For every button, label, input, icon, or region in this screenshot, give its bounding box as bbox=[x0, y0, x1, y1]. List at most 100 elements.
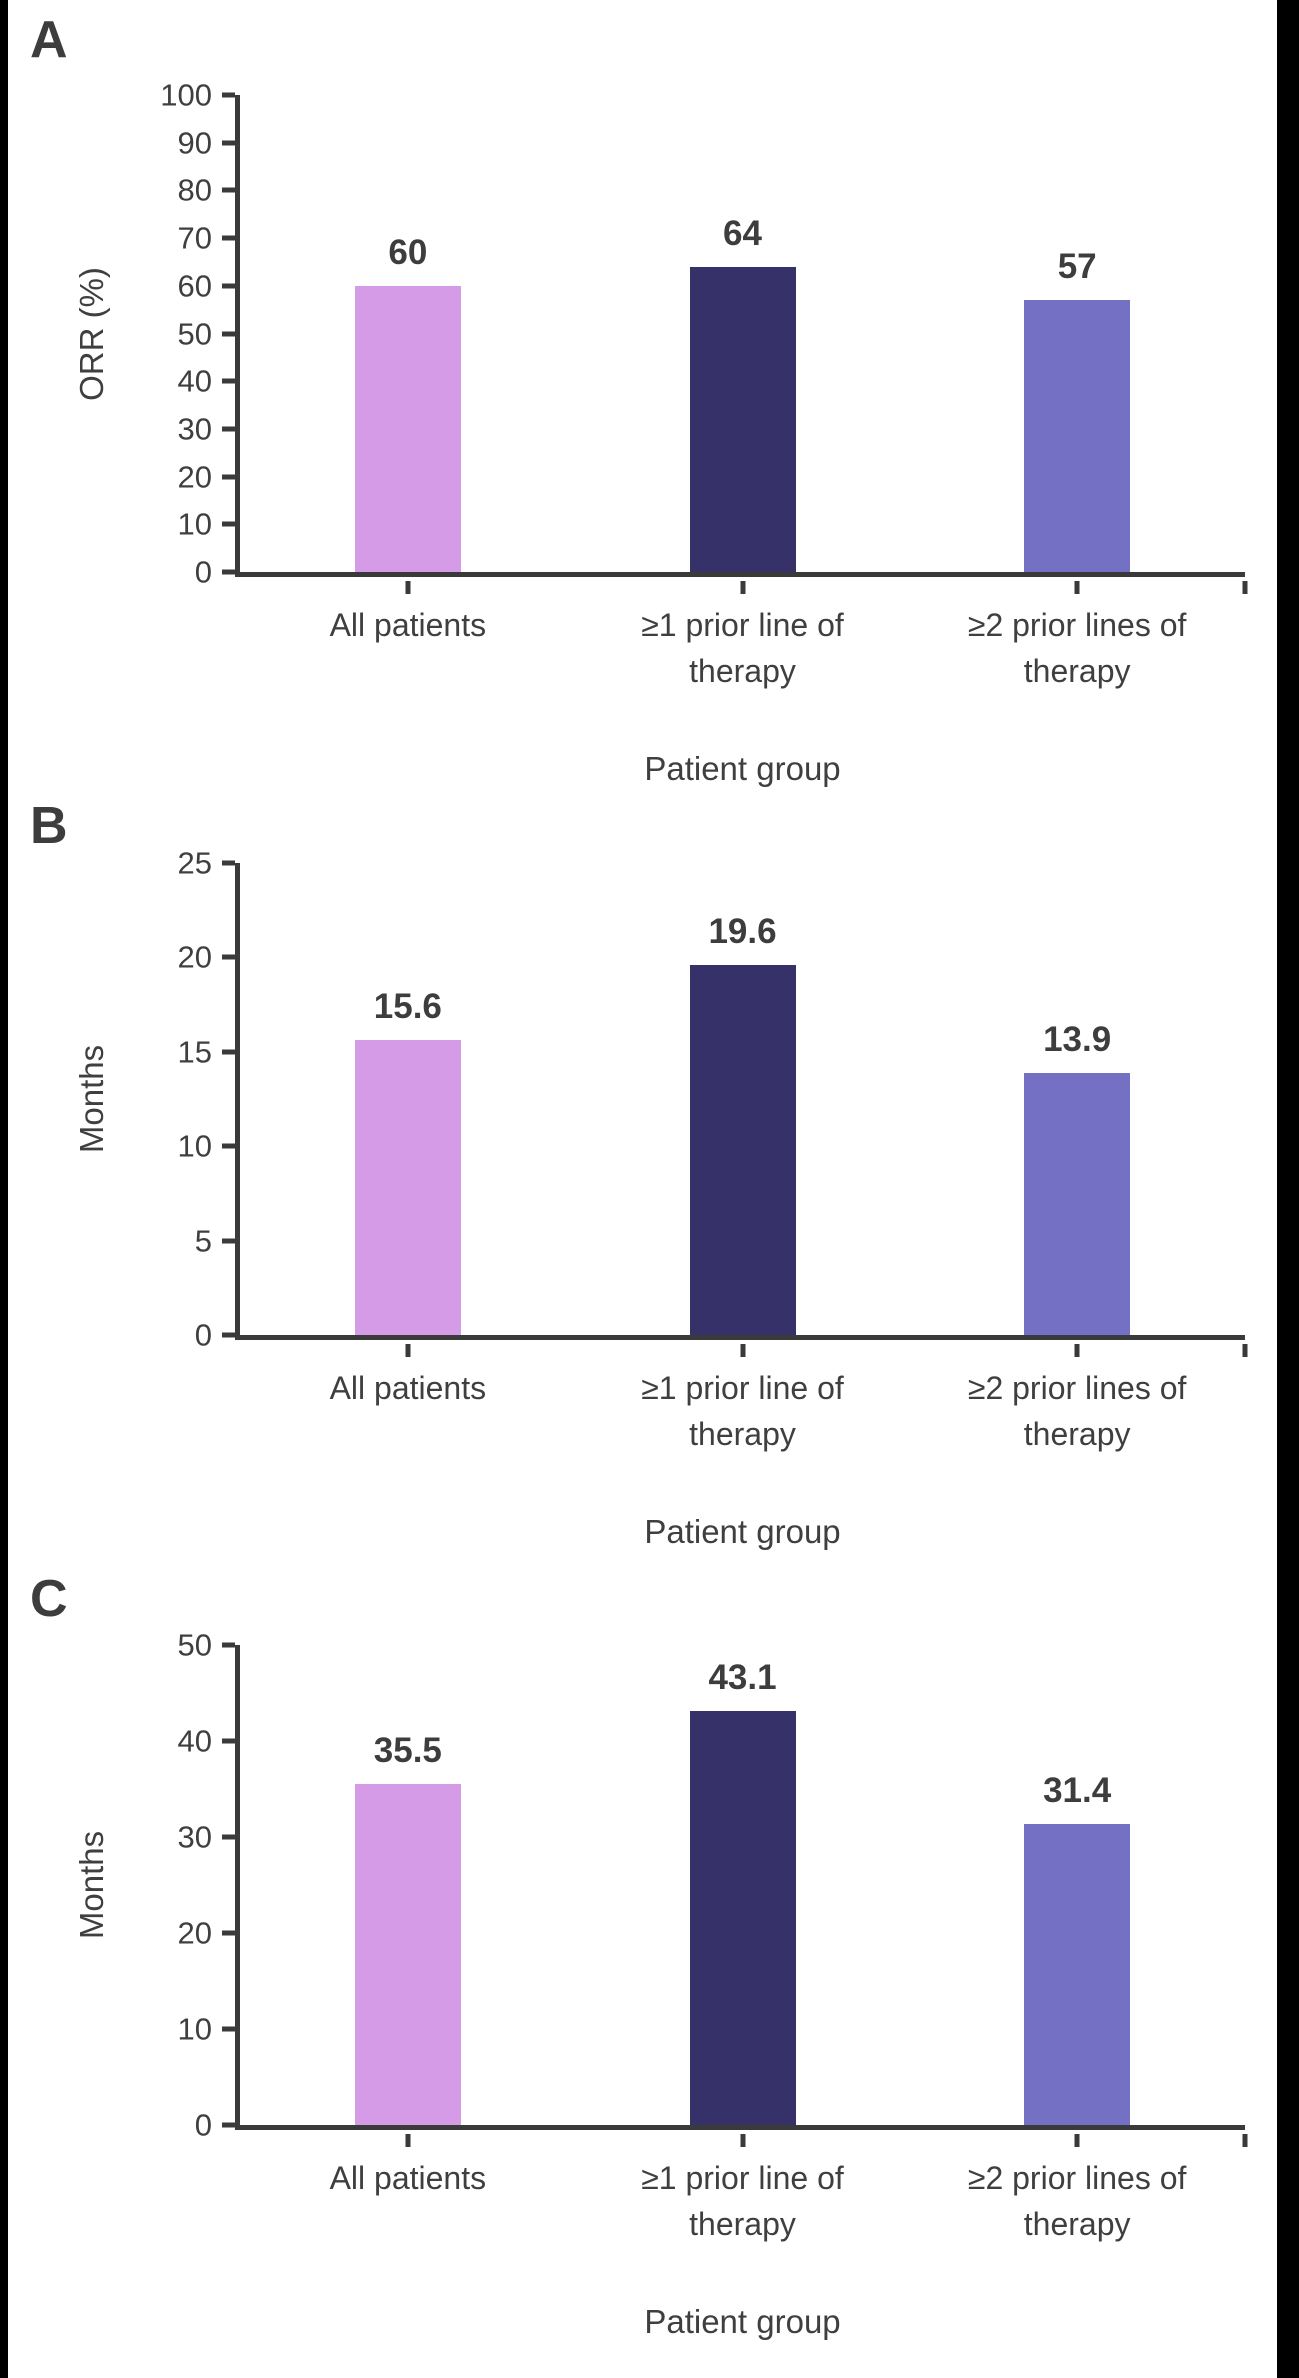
x-category-label: ≥2 prior lines of therapy bbox=[967, 1370, 1187, 1453]
y-tick-label: 20 bbox=[177, 939, 212, 975]
y-tick-label: 40 bbox=[177, 1723, 212, 1759]
y-tick-mark bbox=[222, 860, 235, 866]
y-tick-label: 0 bbox=[194, 554, 212, 590]
y-tick-mark bbox=[222, 2122, 235, 2128]
left-black-border bbox=[0, 0, 8, 2378]
x-category-label: ≥1 prior line of therapy bbox=[641, 607, 844, 690]
y-tick-mark bbox=[222, 92, 235, 98]
bar-value-label: 64 bbox=[723, 213, 762, 253]
x-axis-line bbox=[235, 572, 1245, 577]
panel-A-orr-chart: A ORR (%) 0 10 20 30 40 50 60 70 80 90 100 60 64 57 … bbox=[0, 0, 1299, 787]
y-tick-label: 100 bbox=[160, 77, 212, 113]
x-category-label: All patients bbox=[329, 1370, 487, 1406]
y-tick-mark bbox=[222, 1049, 235, 1055]
y-tick-label: 10 bbox=[177, 1128, 212, 1164]
bar bbox=[354, 1040, 461, 1335]
y-tick-mark bbox=[222, 235, 235, 241]
y-tick-mark bbox=[222, 140, 235, 146]
y-tick-label: 0 bbox=[194, 1317, 212, 1353]
y-tick-mark bbox=[222, 1738, 235, 1744]
bar-value-label: 57 bbox=[1057, 247, 1097, 287]
panel-letter: C bbox=[30, 1570, 68, 1628]
x-category-label: ≥1 prior line of therapy bbox=[641, 2160, 844, 2243]
bar bbox=[689, 964, 796, 1335]
y-tick-label: 70 bbox=[177, 220, 212, 256]
panel-B-months-chart: B Months 0 5 10 15 20 25 15.6 19.6 13.9 All pat… bbox=[0, 780, 1299, 1565]
x-axis-title: Patient group bbox=[644, 750, 841, 787]
y-tick-mark bbox=[222, 1834, 235, 1840]
x-axis-line bbox=[235, 1335, 1245, 1340]
y-axis-label: Months bbox=[73, 1044, 110, 1154]
x-axis-title: Patient group bbox=[644, 2303, 841, 2340]
y-tick-mark bbox=[222, 569, 235, 575]
x-tick-mark bbox=[1074, 581, 1080, 594]
y-tick-mark bbox=[222, 331, 235, 336]
x-axis-title: Patient group bbox=[644, 1513, 841, 1550]
x-tick-mark bbox=[740, 2134, 745, 2147]
y-tick-label: 5 bbox=[194, 1223, 212, 1259]
y-tick-label: 10 bbox=[177, 2011, 212, 2047]
x-tick-mark bbox=[740, 581, 745, 594]
y-tick-mark bbox=[222, 1930, 235, 1936]
x-tick-mark bbox=[405, 2134, 411, 2147]
y-tick-mark bbox=[222, 378, 235, 384]
y-tick-mark bbox=[222, 426, 235, 432]
y-tick-mark bbox=[222, 1238, 235, 1244]
x-tick-mark bbox=[1074, 1344, 1080, 1357]
y-tick-label: 25 bbox=[177, 845, 212, 881]
x-category-label: ≥2 prior lines of therapy bbox=[967, 2160, 1187, 2243]
plot-area: 0 5 10 15 20 25 15.6 19.6 13.9 All patients ≥1 p… bbox=[178, 848, 1248, 1550]
bar-value-label: 43.1 bbox=[708, 1658, 777, 1698]
bar bbox=[1024, 300, 1131, 572]
y-tick-label: 80 bbox=[177, 172, 212, 208]
y-tick-mark bbox=[222, 283, 235, 289]
y-tick-label: 20 bbox=[177, 1915, 212, 1951]
bar-value-label: 60 bbox=[388, 232, 428, 272]
y-tick-mark bbox=[222, 521, 235, 527]
x-tick-mark bbox=[405, 581, 411, 594]
x-axis-line bbox=[235, 2125, 1245, 2130]
bar bbox=[689, 1711, 796, 2125]
bar bbox=[354, 1784, 461, 2125]
y-tick-label: 20 bbox=[177, 459, 212, 495]
y-tick-mark bbox=[222, 1642, 235, 1648]
y-tick-label: 50 bbox=[177, 1627, 212, 1663]
y-tick-mark bbox=[222, 2026, 235, 2032]
y-tick-label: 50 bbox=[177, 316, 212, 351]
panel-C-months-chart: C Months 0 10 20 30 40 50 35.5 43.1 31.4 All pa… bbox=[0, 1565, 1299, 2378]
x-category-label: ≥2 prior lines of therapy bbox=[967, 607, 1187, 690]
y-tick-label: 10 bbox=[177, 506, 212, 542]
x-category-label: All patients bbox=[329, 2160, 487, 2196]
bar-value-label: 13.9 bbox=[1043, 1019, 1112, 1059]
bar bbox=[1024, 1072, 1131, 1335]
x-tick-mark bbox=[740, 1344, 745, 1357]
y-tick-mark bbox=[222, 474, 235, 480]
x-axis-end-tick bbox=[1242, 2134, 1248, 2147]
bar-value-label: 15.6 bbox=[373, 987, 442, 1027]
y-tick-label: 30 bbox=[177, 411, 212, 447]
y-tick-mark bbox=[222, 1332, 235, 1338]
y-tick-label: 40 bbox=[177, 363, 212, 399]
bar-value-label: 35.5 bbox=[373, 1731, 442, 1771]
panel-letter: A bbox=[30, 11, 68, 69]
y-tick-label: 90 bbox=[177, 125, 212, 161]
y-axis-line bbox=[235, 863, 240, 1340]
y-axis-label: Months bbox=[73, 1830, 110, 1940]
x-axis-end-tick bbox=[1242, 1344, 1248, 1357]
plot-area: 0 10 20 30 40 50 35.5 43.1 31.4 All patients ≥1 … bbox=[178, 1630, 1248, 2340]
x-tick-mark bbox=[1074, 2134, 1080, 2147]
plot-area: 0 10 20 30 40 50 60 70 80 90 100 60 64 57 All patien… bbox=[160, 80, 1248, 787]
bar-value-label: 31.4 bbox=[1043, 1770, 1112, 1810]
y-tick-label: 15 bbox=[177, 1034, 212, 1070]
y-axis-line bbox=[235, 1645, 240, 2130]
x-category-label: ≥1 prior line of therapy bbox=[641, 1370, 844, 1453]
y-tick-mark bbox=[222, 187, 235, 193]
bar-value-label: 19.6 bbox=[708, 911, 777, 951]
bar bbox=[1024, 1823, 1131, 2125]
right-black-border bbox=[1277, 0, 1299, 2378]
x-category-label: All patients bbox=[329, 607, 487, 643]
x-tick-mark bbox=[405, 1344, 411, 1357]
bar bbox=[689, 266, 796, 572]
y-tick-label: 30 bbox=[177, 1819, 212, 1855]
y-axis-line bbox=[235, 95, 240, 577]
